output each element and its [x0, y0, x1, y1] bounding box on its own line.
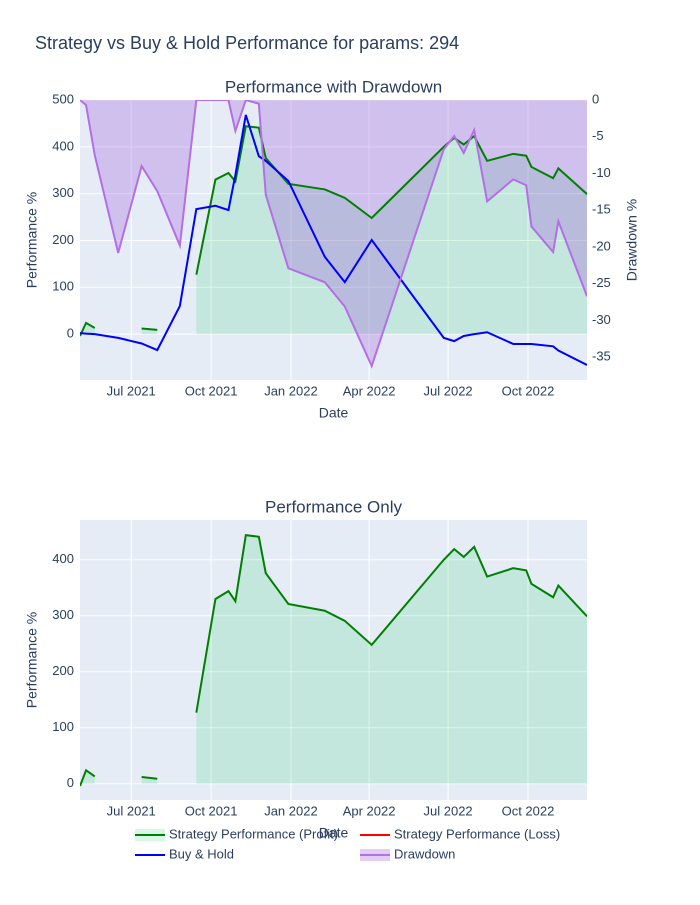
x-tick-label: Jul 2022	[424, 803, 473, 818]
y-axis-title: Performance %	[24, 192, 40, 288]
y2-tick-label: -30	[592, 312, 611, 327]
y-tick-label: 0	[67, 775, 74, 790]
line	[195, 534, 587, 713]
y2-axis-title: Drawdown %	[624, 199, 640, 281]
line	[80, 768, 96, 787]
y-tick-label: 200	[52, 232, 74, 247]
area	[196, 535, 587, 784]
x-tick-label: Jul 2021	[107, 383, 156, 398]
subplot-title: Performance with Drawdown	[225, 77, 442, 96]
legend-label: Drawdown	[394, 846, 455, 861]
x-tick-label: Oct 2022	[502, 383, 555, 398]
line	[141, 776, 158, 780]
line	[80, 114, 587, 366]
y2-tick-label: -15	[592, 202, 611, 217]
legend-label: Strategy Performance (Profit)	[169, 826, 338, 841]
area	[80, 100, 587, 367]
y2-tick-label: -20	[592, 238, 611, 253]
y-tick-label: 0	[67, 326, 74, 341]
y-tick-label: 400	[52, 551, 74, 566]
y-tick-label: 400	[52, 138, 74, 153]
area	[196, 126, 587, 335]
x-axis-title: Date	[319, 405, 349, 421]
legend-item: Buy & Hold	[135, 846, 234, 861]
plot-marks	[80, 100, 587, 369]
legend-label: Buy & Hold	[169, 846, 234, 861]
plot-marks	[80, 534, 587, 787]
y-tick-label: 300	[52, 185, 74, 200]
figure-title: Strategy vs Buy & Hold Performance for p…	[35, 33, 459, 53]
line	[195, 125, 587, 275]
x-tick-label: Oct 2021	[185, 383, 238, 398]
line	[141, 327, 158, 331]
y2-tick-label: -5	[592, 128, 604, 143]
y2-tick-label: -25	[592, 275, 611, 290]
x-tick-label: Jan 2022	[264, 803, 318, 818]
y-tick-label: 500	[52, 91, 74, 106]
y-tick-label: 100	[52, 719, 74, 734]
x-tick-label: Apr 2022	[343, 383, 396, 398]
y2-tick-label: 0	[592, 91, 599, 106]
x-tick-label: Jan 2022	[264, 383, 318, 398]
y-tick-label: 300	[52, 607, 74, 622]
x-tick-label: Jul 2022	[424, 383, 473, 398]
legend-label: Strategy Performance (Loss)	[394, 826, 560, 841]
x-tick-label: Oct 2022	[502, 803, 555, 818]
plot-background	[80, 520, 587, 800]
y2-tick-label: -10	[592, 165, 611, 180]
legend-item: Strategy Performance (Profit)	[135, 826, 338, 841]
x-tick-label: Jul 2021	[107, 803, 156, 818]
y2-tick-label: -35	[592, 349, 611, 364]
x-axis-title: Date	[319, 825, 349, 841]
y-tick-label: 100	[52, 279, 74, 294]
y-tick-label: 200	[52, 663, 74, 678]
line	[80, 100, 587, 369]
legend-item: Strategy Performance (Loss)	[360, 826, 560, 841]
x-tick-label: Apr 2022	[343, 803, 396, 818]
legend-item: Drawdown	[360, 846, 455, 861]
y-axis-title: Performance %	[24, 612, 40, 708]
line	[80, 321, 96, 337]
subplot-title: Performance Only	[265, 497, 402, 516]
x-tick-label: Oct 2021	[185, 803, 238, 818]
